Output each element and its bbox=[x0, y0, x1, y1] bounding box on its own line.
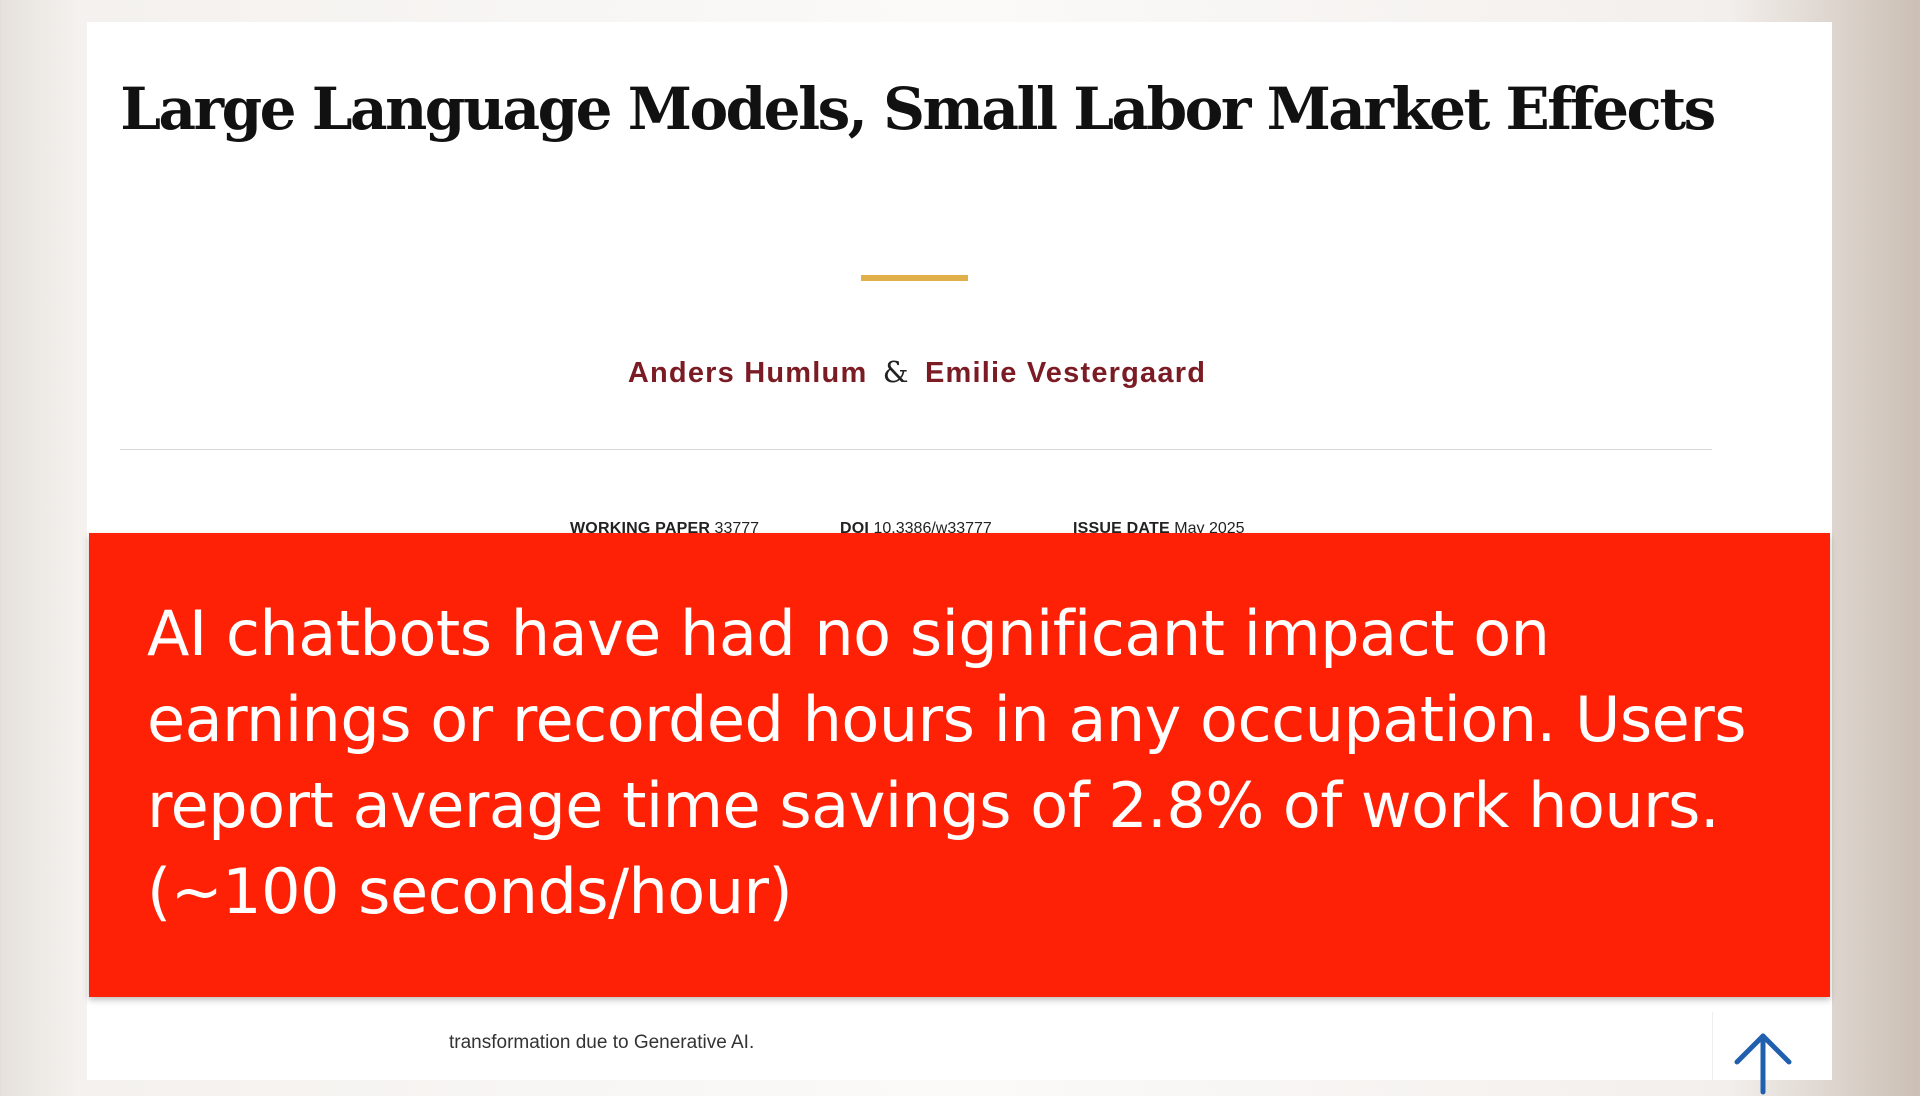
author-separator: & bbox=[882, 355, 910, 389]
issue-date-value: May 2025 bbox=[1174, 520, 1245, 537]
arrow-up-icon bbox=[1734, 1033, 1792, 1095]
accent-divider bbox=[861, 275, 968, 281]
working-paper-meta: WORKING PAPER 33777 bbox=[570, 520, 759, 538]
scroll-to-top-button[interactable] bbox=[1712, 1012, 1813, 1095]
author-list: Anders Humlum & Emilie Vestergaard bbox=[87, 355, 1747, 390]
doi-meta: DOI 10.3386/w33777 bbox=[840, 520, 992, 538]
page-title: Large Language Models, Small Labor Marke… bbox=[120, 75, 1716, 143]
issue-date-meta: ISSUE DATE May 2025 bbox=[1073, 520, 1245, 538]
issue-date-label: ISSUE DATE bbox=[1073, 520, 1170, 537]
author-link-humlum[interactable]: Anders Humlum bbox=[627, 357, 868, 389]
divider bbox=[120, 449, 1712, 450]
callout-text: AI chatbots have had no significant impa… bbox=[147, 597, 1747, 928]
doi-value[interactable]: 10.3386/w33777 bbox=[873, 520, 992, 537]
abstract-text: transformation due to Generative AI. bbox=[449, 1032, 755, 1053]
doi-label: DOI bbox=[840, 520, 870, 537]
callout-banner: AI chatbots have had no significant impa… bbox=[89, 533, 1830, 997]
working-paper-label: WORKING PAPER bbox=[570, 520, 711, 537]
author-link-vestergaard[interactable]: Emilie Vestergaard bbox=[924, 357, 1207, 389]
working-paper-number: 33777 bbox=[714, 520, 760, 537]
